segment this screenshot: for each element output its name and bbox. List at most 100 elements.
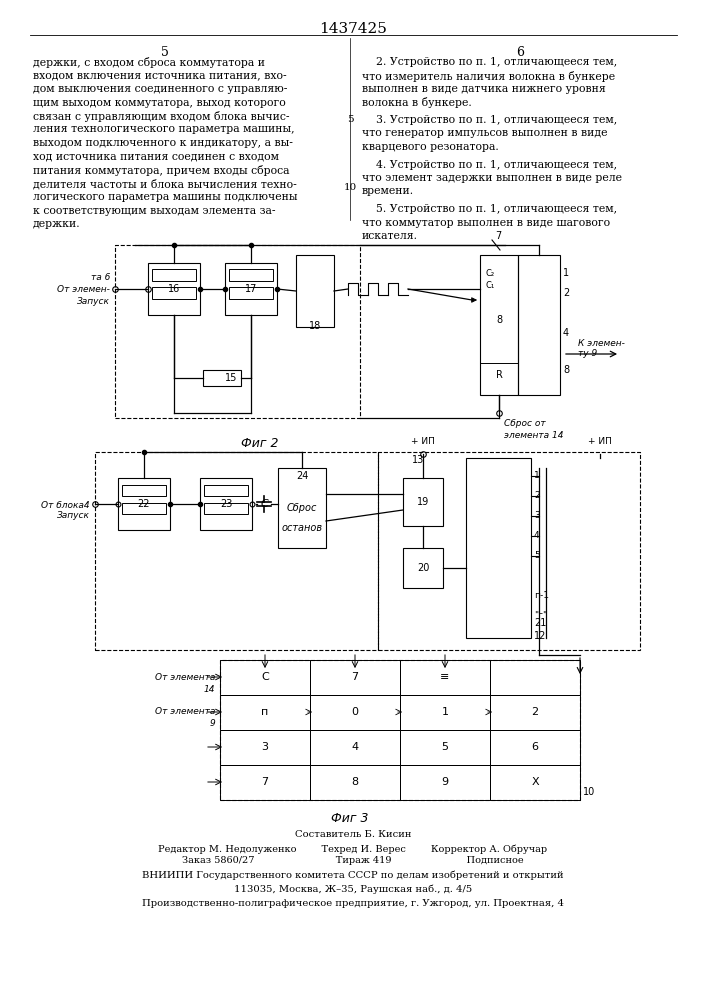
Text: входом включения источника питания, вхо-: входом включения источника питания, вхо- <box>33 70 286 81</box>
Bar <box>95 452 378 650</box>
Text: 6: 6 <box>516 46 524 59</box>
Text: ления технологического параметра машины,: ления технологического параметра машины, <box>33 124 295 134</box>
Text: 1: 1 <box>534 472 539 481</box>
Bar <box>490 765 580 800</box>
Text: От элемента: От элемента <box>155 672 215 682</box>
Text: останов: останов <box>281 523 322 533</box>
Bar <box>204 503 248 514</box>
Text: К элемен-: К элемен- <box>578 339 625 348</box>
Text: 3. Устройство по п. 1, отличающееся тем,: 3. Устройство по п. 1, отличающееся тем, <box>362 115 617 125</box>
Bar <box>310 695 400 730</box>
Bar <box>403 548 443 588</box>
Bar <box>118 478 170 530</box>
Text: питания коммутатора, причем входы сброса: питания коммутатора, причем входы сброса <box>33 165 289 176</box>
Text: 2. Устройство по п. 1, отличающееся тем,: 2. Устройство по п. 1, отличающееся тем, <box>362 57 617 67</box>
Text: 4: 4 <box>563 328 569 338</box>
Text: 15: 15 <box>225 373 238 383</box>
Bar <box>400 765 490 800</box>
Text: Составитель Б. Кисин: Составитель Б. Кисин <box>295 830 411 839</box>
Text: делителя частоты и блока вычисления техно-: делителя частоты и блока вычисления техн… <box>33 178 297 189</box>
Text: 4: 4 <box>534 532 539 540</box>
Text: что генератор импульсов выполнен в виде: что генератор импульсов выполнен в виде <box>362 128 607 138</box>
Text: 5: 5 <box>534 552 539 560</box>
Text: к соответствующим выходам элемента за-: к соответствующим выходам элемента за- <box>33 206 276 216</box>
Text: C: C <box>260 499 268 509</box>
Text: 2: 2 <box>534 491 539 500</box>
Text: 7: 7 <box>351 672 358 682</box>
Text: дом выключения соединенного с управляю-: дом выключения соединенного с управляю- <box>33 84 287 94</box>
Text: 8: 8 <box>563 365 569 375</box>
Text: волокна в бункере.: волокна в бункере. <box>362 98 472 108</box>
Text: 5: 5 <box>346 115 354 124</box>
Text: От элемен-: От элемен- <box>57 286 110 294</box>
Bar <box>203 370 241 386</box>
Text: Редактор М. Недолуженко        Техред И. Верес        Корректор А. Обручар: Редактор М. Недолуженко Техред И. Верес … <box>158 844 547 854</box>
Text: выходом подключенного к индикатору, а вы-: выходом подключенного к индикатору, а вы… <box>33 138 293 148</box>
Text: + ИП: + ИП <box>411 437 435 446</box>
Text: 8: 8 <box>496 315 502 325</box>
Text: что коммутатор выполнен в виде шагового: что коммутатор выполнен в виде шагового <box>362 218 610 228</box>
Text: От блока4: От блока4 <box>42 500 90 510</box>
Text: Запуск: Запуск <box>57 512 90 520</box>
Text: 5: 5 <box>161 46 169 59</box>
Text: ≡: ≡ <box>440 672 450 682</box>
Text: 3: 3 <box>534 512 539 520</box>
Text: 5. Устройство по п. 1, отличающееся тем,: 5. Устройство по п. 1, отличающееся тем, <box>362 204 617 214</box>
Text: п: п <box>262 707 269 717</box>
Bar <box>115 245 360 418</box>
Bar <box>152 269 196 281</box>
Bar <box>152 287 196 299</box>
Text: логического параметра машины подключены: логического параметра машины подключены <box>33 192 298 202</box>
Text: 24: 24 <box>296 471 308 481</box>
Text: X: X <box>531 777 539 787</box>
Text: 19: 19 <box>417 497 429 507</box>
Text: что элемент задержки выполнен в виде реле: что элемент задержки выполнен в виде рел… <box>362 173 622 183</box>
Text: п-1: п-1 <box>534 591 549 600</box>
Text: 0: 0 <box>351 707 358 717</box>
Text: ВНИИПИ Государственного комитета СССР по делам изобретений и открытий: ВНИИПИ Государственного комитета СССР по… <box>142 871 563 880</box>
Text: От элемента: От элемента <box>155 708 215 716</box>
Bar <box>310 660 400 695</box>
Text: 5: 5 <box>441 742 448 752</box>
Text: 13: 13 <box>412 455 424 465</box>
Text: ход источника питания соединен с входом: ход источника питания соединен с входом <box>33 151 279 161</box>
Text: та 6: та 6 <box>90 273 110 282</box>
Text: "г": "г" <box>534 611 547 620</box>
Bar <box>225 263 277 315</box>
Bar <box>310 765 400 800</box>
Bar <box>220 660 580 800</box>
Bar <box>400 730 490 765</box>
Text: 3: 3 <box>262 742 269 752</box>
Text: связан с управляющим входом блока вычис-: связан с управляющим входом блока вычис- <box>33 111 289 122</box>
Text: 9: 9 <box>441 777 448 787</box>
Bar <box>122 485 166 496</box>
Bar <box>122 503 166 514</box>
Bar <box>220 695 310 730</box>
Text: 20: 20 <box>417 563 429 573</box>
Text: 1437425: 1437425 <box>319 22 387 36</box>
Text: элемента 14: элемента 14 <box>504 430 563 440</box>
Text: 2: 2 <box>563 288 569 298</box>
Text: выполнен в виде датчика нижнего уровня: выполнен в виде датчика нижнего уровня <box>362 84 606 94</box>
Bar <box>220 765 310 800</box>
Text: 16: 16 <box>168 284 180 294</box>
Text: 4: 4 <box>351 742 358 752</box>
Bar <box>148 263 200 315</box>
Text: C₁: C₁ <box>486 280 495 290</box>
Text: держки, с входом сброса коммутатора и: держки, с входом сброса коммутатора и <box>33 57 265 68</box>
Bar <box>310 730 400 765</box>
Text: 10: 10 <box>344 182 356 192</box>
Text: 4. Устройство по п. 1, отличающееся тем,: 4. Устройство по п. 1, отличающееся тем, <box>362 159 617 169</box>
Text: Сброс от: Сброс от <box>504 418 546 428</box>
Bar <box>466 458 531 638</box>
Bar <box>229 287 273 299</box>
Bar <box>403 478 443 526</box>
Bar <box>204 485 248 496</box>
Text: 23: 23 <box>220 499 232 509</box>
Text: Сброс: Сброс <box>287 503 317 513</box>
Bar <box>400 660 490 695</box>
Bar <box>378 452 640 650</box>
Bar <box>278 468 326 548</box>
Text: 22: 22 <box>138 499 151 509</box>
Bar <box>518 255 560 395</box>
